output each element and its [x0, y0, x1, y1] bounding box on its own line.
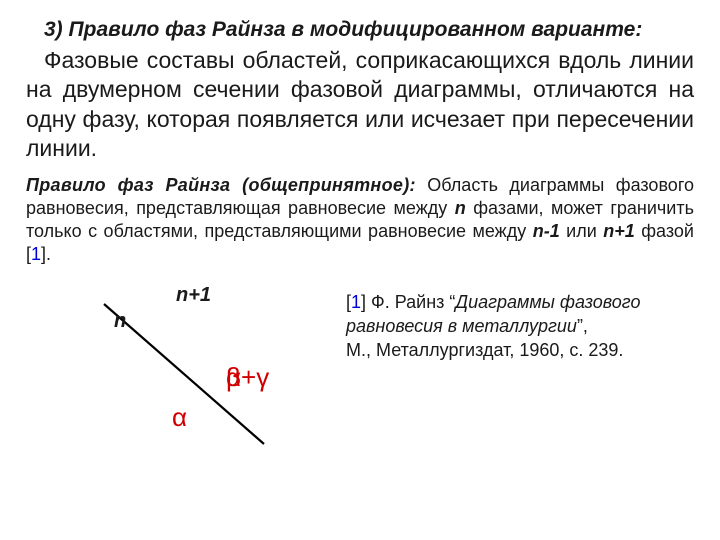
cite-quote-close: ”,	[577, 316, 588, 336]
cite-refnum: 1	[351, 292, 361, 312]
secondary-paragraph: Правило фаз Райнза (общепринятное): Обла…	[26, 174, 694, 266]
secondary-lead: Правило фаз Райнза (общепринятное):	[26, 175, 416, 195]
heading-number: 3)	[44, 18, 63, 41]
main-paragraph: Фазовые составы областей, соприкасающихс…	[26, 46, 694, 164]
ref-1: 1	[31, 244, 41, 264]
n-minus: n-1	[533, 221, 560, 241]
secondary-p5: ].	[41, 244, 51, 264]
label-n: n	[114, 310, 126, 333]
label-n-plus-1: n+1	[176, 284, 211, 307]
cite-bracket-close: ]	[361, 292, 371, 312]
cite-pub: М., Металлургиздат, 1960, с. 239.	[346, 340, 623, 360]
cite-author: Ф. Райнз	[371, 292, 449, 312]
n-var: n	[455, 198, 466, 218]
alpha-label: α	[172, 402, 187, 433]
stack-bottom: β	[226, 364, 241, 390]
n-plus: n+1	[603, 221, 635, 241]
main-paragraph-text: Фазовые составы областей, соприкасающихс…	[26, 47, 694, 161]
citation: [1] Ф. Райнз “Диаграммы фазового равнове…	[346, 290, 694, 363]
stacked-phase-label: α+γ β	[226, 364, 269, 390]
heading: 3) Правило фаз Райнза в модифицированном…	[44, 18, 694, 42]
secondary-p3: или	[560, 221, 604, 241]
heading-text: Правило фаз Райнза в модифицированном ва…	[69, 18, 643, 41]
diagram: n+1 n α+γ β α [1] Ф. Райнз “Диаграммы фа…	[26, 284, 694, 464]
